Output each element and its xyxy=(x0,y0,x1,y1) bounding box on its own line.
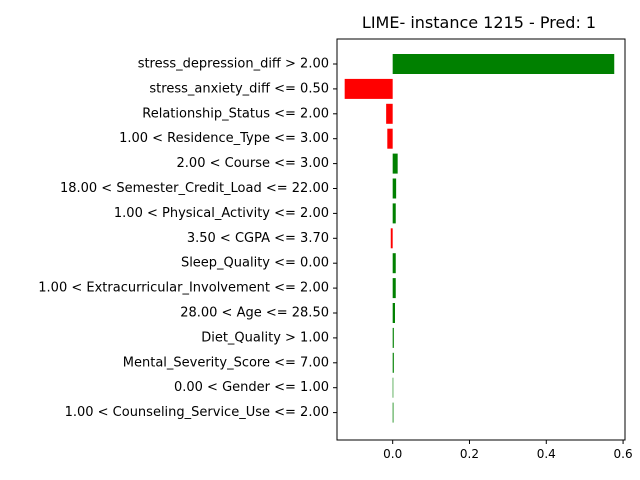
y-tick-label: 1.00 < Extracurricular_Involvement <= 2.… xyxy=(38,281,329,296)
bars-group xyxy=(344,54,615,423)
bar xyxy=(392,402,394,423)
y-tick-label: 18.00 < Semester_Credit_Load <= 22.00 xyxy=(60,181,329,196)
y-tick-label: 1.00 < Residence_Type <= 3.00 xyxy=(119,131,329,146)
x-tick-label: 0.4 xyxy=(537,447,556,461)
y-tick-label: Sleep_Quality <= 0.00 xyxy=(181,256,329,271)
bar xyxy=(392,377,394,398)
bar xyxy=(387,128,393,149)
y-tick-label: Relationship_Status <= 2.00 xyxy=(142,106,329,121)
bar xyxy=(392,303,395,323)
bar xyxy=(392,327,394,348)
bar xyxy=(392,153,398,174)
bar xyxy=(386,103,393,124)
y-tick-label: 3.50 < CGPA <= 3.70 xyxy=(187,231,329,246)
y-tick-label: 1.00 < Physical_Activity <= 2.00 xyxy=(114,206,329,221)
y-tick-label: 28.00 < Age <= 28.50 xyxy=(180,306,329,321)
bar xyxy=(390,228,393,249)
bar xyxy=(392,253,396,274)
y-tick-label: Mental_Severity_Score <= 7.00 xyxy=(123,355,329,370)
bar xyxy=(392,352,394,373)
y-tick-label: 0.00 < Gender <= 1.00 xyxy=(174,380,329,395)
bar xyxy=(392,278,396,299)
bar xyxy=(392,54,615,74)
x-ticks: 0.0 0.2 0.4 0.6 xyxy=(383,440,633,461)
bar xyxy=(392,178,397,199)
y-tick-label: stress_anxiety_diff <= 0.50 xyxy=(149,81,329,96)
y-tick-labels: stress_depression_diff > 2.00 stress_anxi… xyxy=(38,57,337,420)
y-tick-label: 1.00 < Counseling_Service_Use <= 2.00 xyxy=(65,405,329,420)
x-tick-label: 0.2 xyxy=(460,447,479,461)
x-tick-label: 0.6 xyxy=(614,447,633,461)
bar xyxy=(344,78,393,99)
bar xyxy=(392,203,396,224)
y-tick-label: stress_depression_diff > 2.00 xyxy=(138,57,329,72)
plot-frame xyxy=(336,38,626,441)
y-tick-label: 2.00 < Course <= 3.00 xyxy=(177,156,329,171)
chart-title: LIME- instance 1215 - Pred: 1 xyxy=(362,13,596,32)
y-tick-label: Diet_Quality > 1.00 xyxy=(201,330,329,345)
x-tick-label: 0.0 xyxy=(383,447,402,461)
